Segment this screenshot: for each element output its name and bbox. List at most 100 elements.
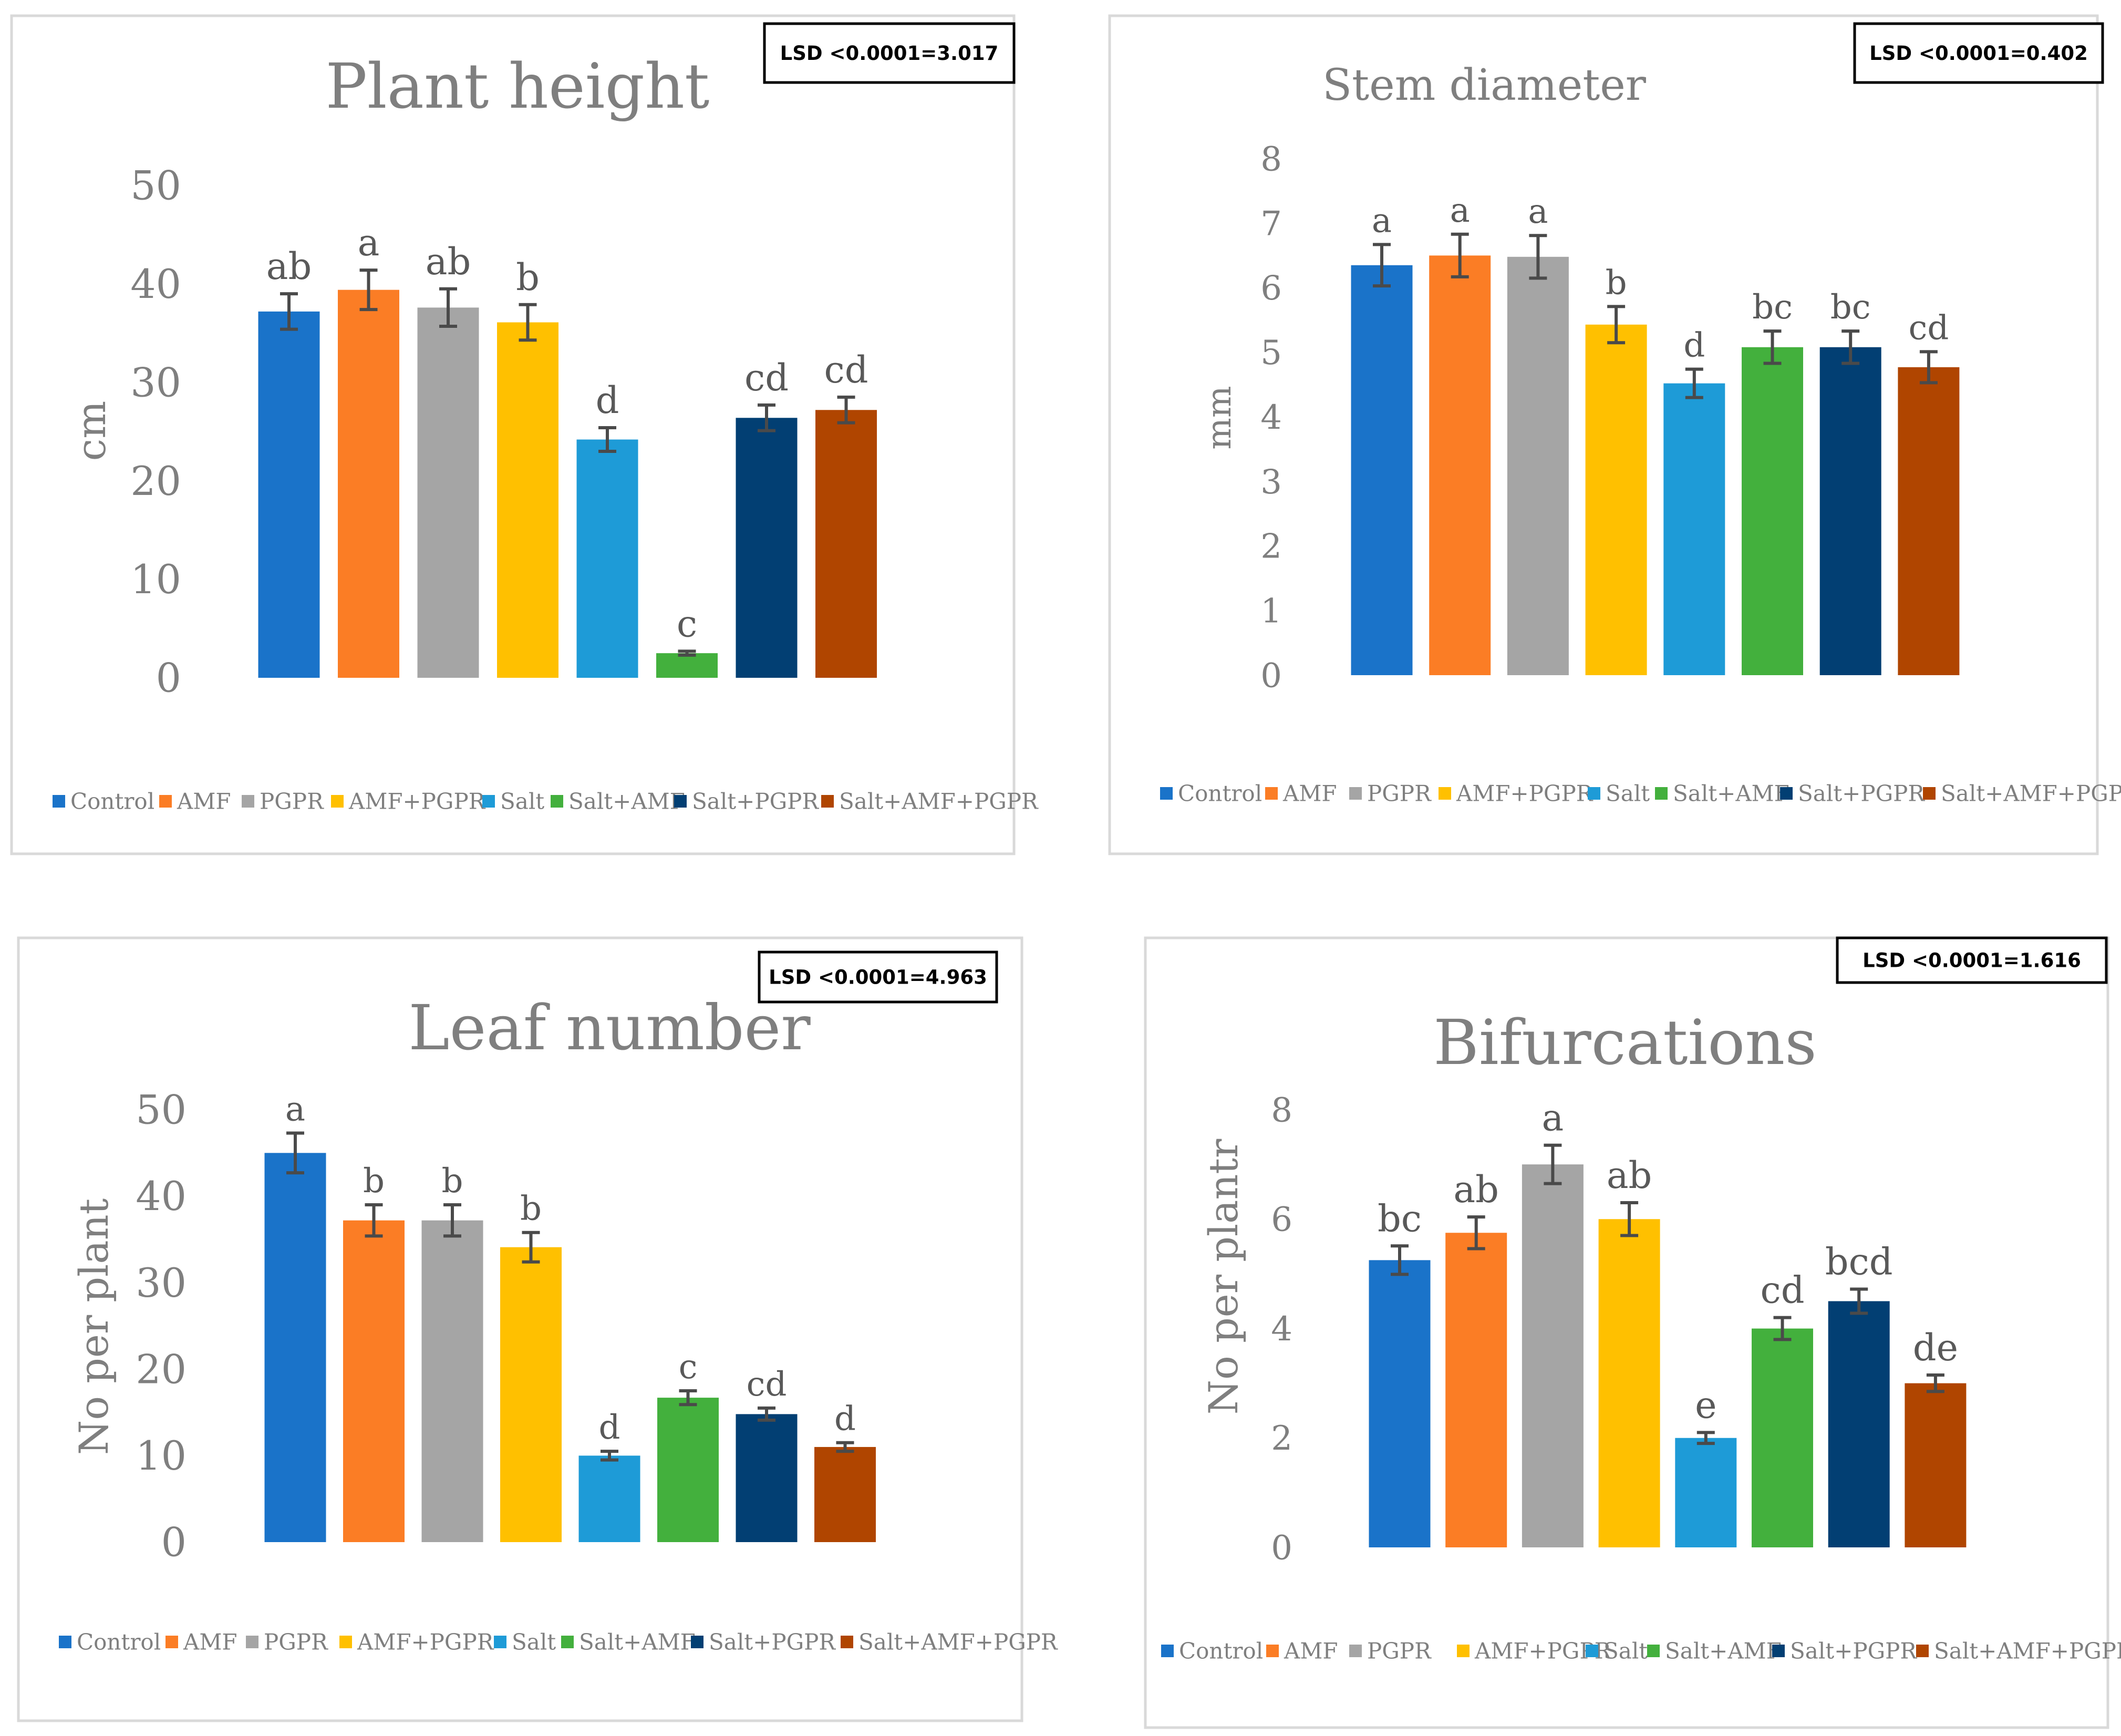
error-bar [286,1131,304,1175]
legend-item: AMF [159,789,231,814]
legend-item: Salt+PGPR [1780,781,1925,807]
error-bar [758,403,775,432]
legend-item: Salt [494,1629,556,1655]
y-tick-label: 6 [1271,1201,1292,1239]
y-axis-label: cm [68,401,115,461]
y-tick-label: 10 [130,556,181,603]
error-bar [1607,305,1626,345]
lsd-label: LSD <0.0001=3.017 [780,42,999,65]
legend-swatch [242,795,254,808]
legend-swatch [1916,1645,1929,1657]
y-tick-label: 3 [1260,463,1282,502]
legend-item: Salt+AMF+PGPR [821,789,1039,814]
legend-swatch [1457,1645,1470,1657]
significance-letter: a [1542,1097,1564,1140]
legend-item: Salt+AMF+PGPR [841,1629,1058,1655]
significance-letter: ab [266,245,312,288]
chart-title: Leaf number [408,991,811,1064]
bar-salt [576,439,638,678]
significance-letter: b [442,1162,463,1201]
y-tick-label: 20 [130,458,181,504]
legend-item: AMF+PGPR [339,1629,494,1655]
error-bar [1467,1215,1485,1251]
significance-letter: b [516,256,540,299]
error-bar [1763,329,1782,365]
y-tick-label: 1 [1260,592,1282,631]
bar-salt-amf [657,1398,719,1542]
y-tick-label: 2 [1260,528,1282,566]
bar-salt-pgpr [1828,1301,1890,1547]
error-bar [280,292,298,331]
legend-label: AMF [1282,781,1337,807]
y-tick-label: 4 [1260,398,1282,437]
significance-letter: bc [1752,288,1793,327]
error-bar [1373,243,1391,288]
significance-letter: bc [1830,288,1871,327]
legend-label: PGPR [1367,781,1432,807]
lsd-box [763,22,1016,84]
y-tick-label: 50 [136,1087,187,1133]
bar-control [1369,1260,1431,1547]
significance-letter: c [677,602,697,645]
legend-swatch [339,1636,352,1648]
legend-item: Salt+AMF [561,1629,696,1655]
bar-pgpr [1507,256,1569,675]
legend-swatch [159,795,172,808]
significance-letter: b [1606,263,1627,302]
error-bar [679,1389,697,1407]
bar-salt [578,1455,640,1542]
significance-letter: b [363,1162,385,1201]
significance-letter: e [1695,1383,1716,1427]
legend-label: Control [77,1629,161,1655]
bar-salt-amf-pgpr [814,1446,876,1542]
legend-label: Control [1179,1638,1263,1664]
significance-letter: a [1372,201,1392,240]
y-tick-label: 6 [1260,269,1282,308]
significance-letter: cd [824,348,868,391]
bar-amf-pgpr [1598,1219,1660,1547]
legend-label: Salt+AMF [568,789,685,814]
legend-item: Control [53,789,154,814]
y-tick-label: 5 [1260,334,1282,373]
y-tick-label: 8 [1260,140,1282,179]
error-bar [439,287,457,328]
bar-salt-pgpr [736,418,798,678]
y-tick-label: 7 [1260,204,1282,243]
legend-swatch [821,795,834,808]
legend-label: Salt+AMF+PGPR [839,789,1039,814]
error-bar [1841,329,1860,365]
legend-swatch [165,1636,178,1648]
legend-item: AMF [1265,781,1337,807]
legend-item: AMF [165,1629,237,1655]
error-bar [1919,350,1938,385]
legend-swatch [1349,1645,1362,1657]
legend-label: Salt [500,789,544,814]
legend-item: Salt+PGPR [674,789,819,814]
legend-item: PGPR [1349,781,1432,807]
legend-label: Salt+AMF [579,1629,696,1655]
bar-amf-pgpr [500,1247,562,1542]
significance-letter: d [1683,326,1705,365]
error-bar [1620,1201,1639,1237]
chart-panel-1: Plant height LSD <0.0001=3.017 0 10 20 30 40 50… [10,14,1039,855]
bar-pgpr [421,1220,483,1542]
error-bar [443,1203,461,1238]
y-tick-label: 0 [1271,1528,1292,1567]
y-tick-label: 40 [130,261,181,307]
significance-letter: ab [1453,1168,1499,1211]
significance-letter: c [679,1348,698,1387]
legend-item: Salt [1586,1638,1648,1664]
bar-salt-pgpr [736,1414,798,1542]
significance-letter: d [834,1400,856,1439]
legend-swatch [551,795,563,808]
error-bar [1685,367,1703,399]
significance-letter: bc [1378,1197,1422,1240]
significance-letter: bcd [1825,1241,1893,1284]
error-bar [1529,234,1547,280]
legend-item: Salt+PGPR [691,1629,836,1655]
significance-letter: a [358,221,380,264]
legend-swatch [1349,787,1362,800]
bar-control [264,1153,326,1542]
legend-swatch [691,1636,703,1648]
legend-swatch [561,1636,574,1648]
